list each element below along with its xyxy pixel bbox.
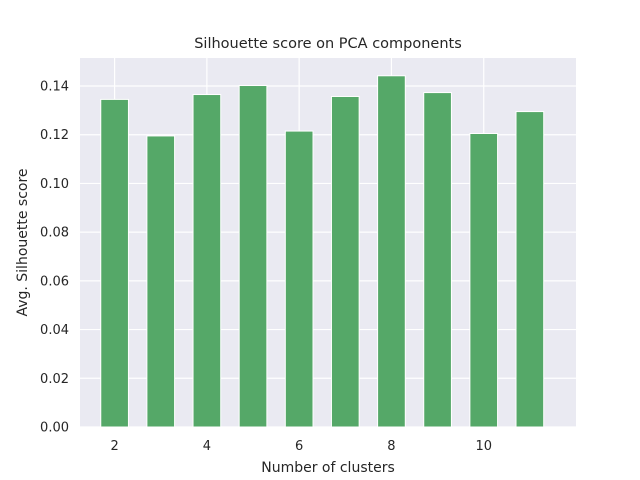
y-tick-label: 0.04 <box>40 323 69 338</box>
y-axis-ticks: 0.00 0.02 0.04 0.06 0.08 0.10 0.12 0.14 <box>40 80 69 436</box>
bars <box>100 75 545 428</box>
bar-clusters-9 <box>423 92 452 428</box>
x-axis-label: Number of clusters <box>261 460 395 476</box>
x-tick-label: 4 <box>203 439 211 454</box>
y-tick-label: 0.08 <box>40 226 69 241</box>
bar-clusters-8 <box>377 75 406 428</box>
x-tick-label: 6 <box>295 439 303 454</box>
y-tick-label: 0.14 <box>40 80 69 95</box>
y-tick-label: 0.10 <box>40 177 69 192</box>
chart-title: Silhouette score on PCA components <box>194 36 462 52</box>
y-tick-label: 0.12 <box>40 128 69 143</box>
bar-clusters-2 <box>100 98 129 428</box>
bar-clusters-10 <box>469 133 499 428</box>
y-axis-label: Avg. Silhouette score <box>15 168 31 316</box>
bar-clusters-7 <box>330 95 360 428</box>
x-tick-label: 10 <box>475 439 492 454</box>
bar-clusters-11 <box>515 111 545 428</box>
bar-clusters-4 <box>192 94 222 428</box>
bar-clusters-3 <box>146 135 176 428</box>
y-tick-label: 0.00 <box>40 421 69 436</box>
y-tick-label: 0.02 <box>40 372 69 387</box>
bar-clusters-6 <box>284 130 314 428</box>
bar-clusters-5 <box>238 85 268 428</box>
x-axis-ticks: 2 4 6 8 10 <box>110 439 492 454</box>
x-tick-label: 2 <box>110 439 118 454</box>
x-tick-label: 8 <box>387 439 395 454</box>
y-tick-label: 0.06 <box>40 274 69 289</box>
